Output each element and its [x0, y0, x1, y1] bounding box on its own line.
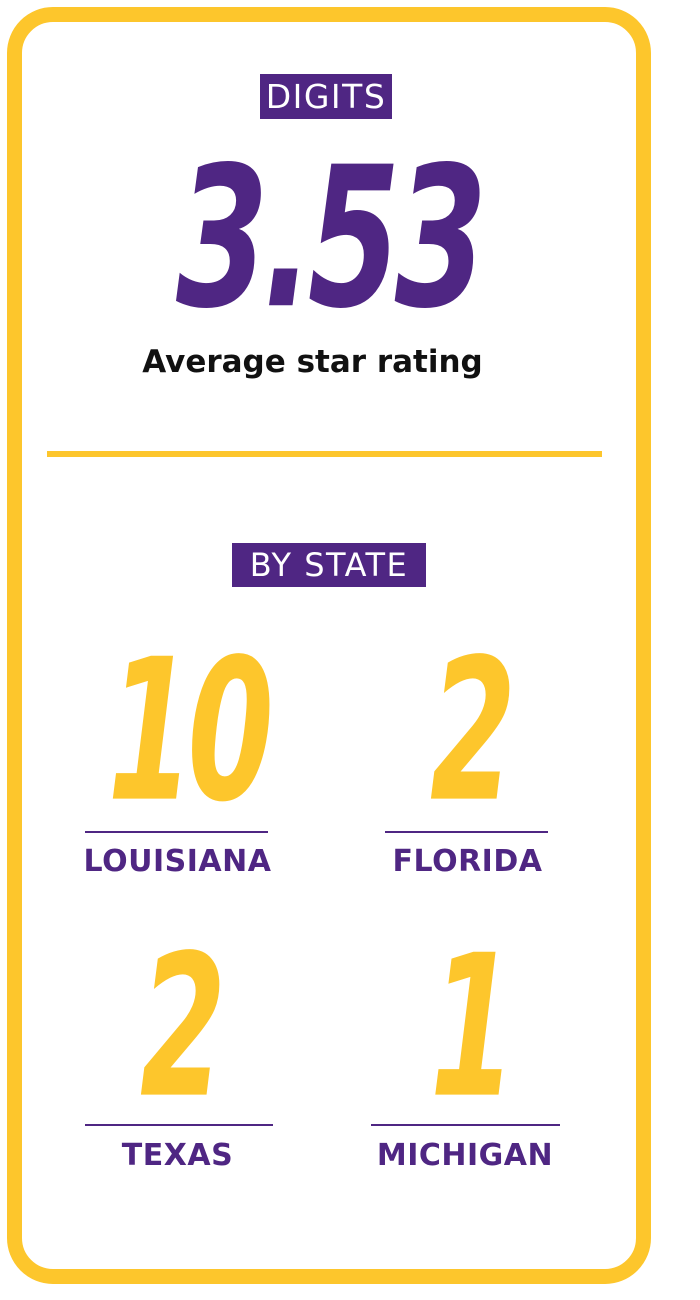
- state-name: LOUISIANA: [83, 844, 272, 879]
- infographic-card: [7, 7, 651, 1284]
- state-count: 2: [429, 617, 516, 846]
- state-count: 10: [107, 617, 274, 846]
- state-name: MICHIGAN: [376, 1138, 554, 1173]
- by-state-tag: BY STATE: [232, 543, 426, 587]
- state-count: 2: [139, 913, 226, 1142]
- state-underline: [371, 1124, 560, 1126]
- state-name: FLORIDA: [392, 844, 543, 879]
- state-name: TEXAS: [121, 1138, 234, 1173]
- average-rating-value: 3.53: [176, 124, 487, 352]
- average-rating-label: Average star rating: [142, 344, 483, 380]
- state-underline: [85, 1124, 273, 1126]
- state-underline: [85, 831, 268, 833]
- digits-tag: DIGITS: [260, 74, 392, 119]
- section-divider: [47, 451, 602, 457]
- state-underline: [385, 831, 548, 833]
- state-count: 1: [429, 913, 516, 1142]
